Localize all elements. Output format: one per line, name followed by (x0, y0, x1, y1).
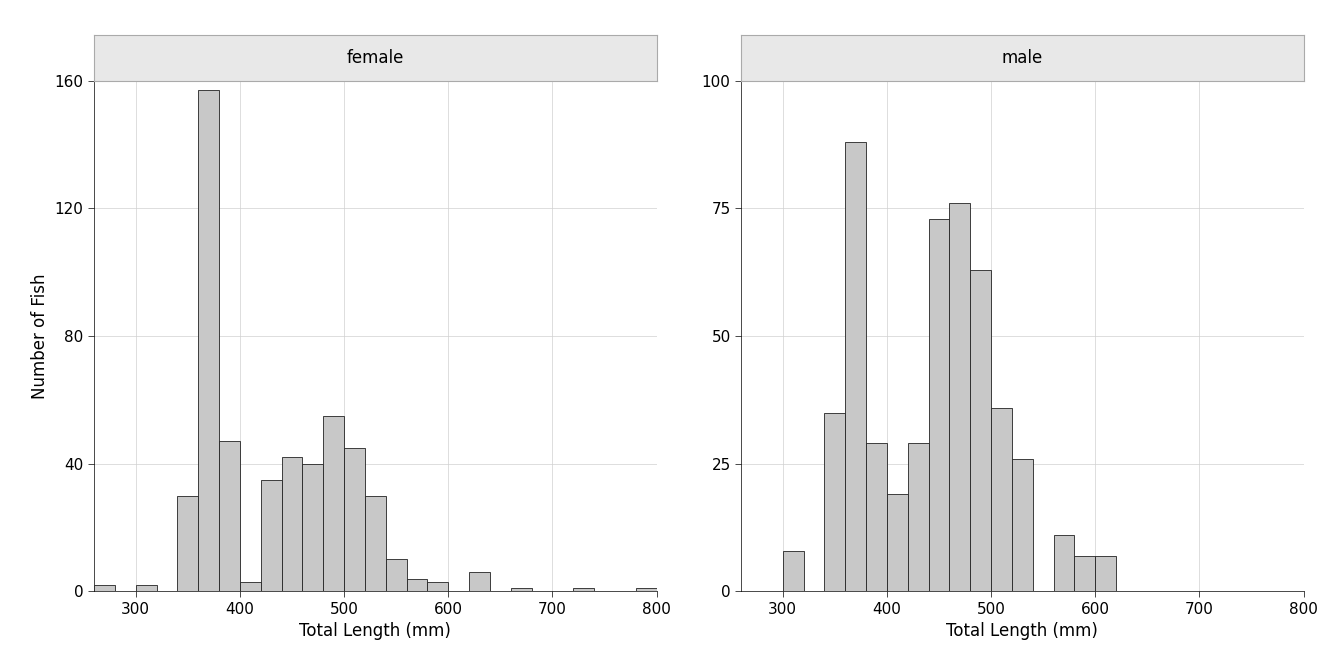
Bar (1054, 535, 1074, 591)
Bar (1012, 458, 1032, 591)
Bar (282, 457, 302, 591)
Bar (1095, 556, 1116, 591)
Bar (824, 413, 845, 591)
Bar (302, 464, 324, 591)
Bar (469, 573, 491, 591)
X-axis label: Total Length (mm): Total Length (mm) (946, 622, 1098, 640)
Bar (199, 90, 219, 591)
Bar (782, 550, 804, 591)
Bar (366, 496, 386, 591)
X-axis label: Total Length (mm): Total Length (mm) (300, 622, 452, 640)
Bar (94, 585, 116, 591)
Bar (887, 495, 907, 591)
Bar (386, 559, 407, 591)
Bar (407, 579, 427, 591)
Bar (929, 218, 949, 591)
Bar (574, 588, 594, 591)
Bar (636, 588, 657, 591)
Bar (177, 496, 199, 591)
Bar (970, 269, 991, 591)
Bar (241, 582, 261, 591)
Bar (511, 588, 532, 591)
Bar (949, 203, 970, 591)
Bar (136, 585, 157, 591)
Bar (324, 416, 344, 591)
Bar (1074, 556, 1095, 591)
Bar (261, 480, 282, 591)
Bar (845, 142, 866, 591)
Bar (427, 582, 449, 591)
Bar (907, 444, 929, 591)
Y-axis label: Number of Fish: Number of Fish (31, 274, 50, 398)
Bar (991, 407, 1012, 591)
Bar (344, 448, 366, 591)
Bar (866, 444, 887, 591)
Bar (219, 442, 241, 591)
